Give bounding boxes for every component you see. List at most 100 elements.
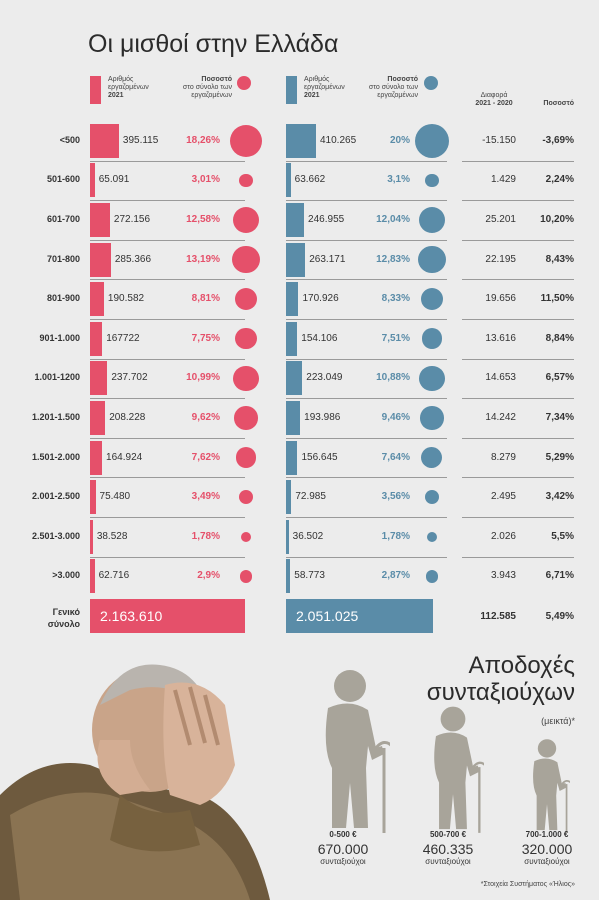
diff-value: 8.279 [490,451,516,463]
bar-2021 [90,203,110,237]
pension-range-1: 500-700 € [429,830,467,839]
share-dot-2020 [419,365,445,391]
diff-pct: 8,84% [545,332,574,344]
count-2020: 156.645 [301,451,338,463]
diff-pct: 10,20% [540,214,574,225]
bar-2020 [286,480,292,515]
share-dot-2020 [421,288,443,311]
row-divider [90,437,245,439]
legend-swatch-2020 [286,76,297,104]
share-2020: 10,88% [376,372,410,384]
row-range-label: 1.201-1.500 [31,412,80,422]
row-range-label: >3.000 [52,570,80,581]
row-divider [462,437,574,439]
share-2020: 12,04% [376,214,410,225]
row-divider [286,239,447,241]
row-divider [90,239,245,241]
header-share-2021: Ποσοστό στο σύνολο των εργαζομένων [182,76,232,99]
bar-2021 [90,519,93,554]
diff-pct: 6,57% [545,372,574,384]
count-2020: 72.985 [295,491,326,503]
row-divider [462,200,574,202]
share-2020: 3,1% [387,174,410,186]
row-divider [90,160,245,162]
share-2020: 7,64% [381,451,410,463]
share-dot-2020 [421,447,443,469]
row-range-label: 801-900 [46,293,80,304]
bar-2020 [286,361,303,396]
share-2020: 7,51% [381,332,410,344]
share-2021: 3,49% [191,491,220,503]
row-divider [90,556,245,558]
row-divider [462,319,574,320]
bar-2021 [90,282,104,317]
bar-2021 [90,361,108,396]
count-2021: 62.716 [98,570,130,582]
row-divider [286,398,447,400]
row-range-label: 2.001-2.500 [31,491,80,502]
share-dot-2021 [239,569,253,583]
count-2020: 58.773 [294,570,325,582]
row-divider [462,477,574,479]
bar-2021 [90,123,119,158]
row-divider [90,279,245,281]
diff-pct: 5,29% [545,451,574,463]
diff-value: 19.656 [485,293,516,305]
diff-value: 14.242 [485,412,516,423]
row-divider [286,477,447,479]
diff-pct: 5,5% [551,530,574,542]
share-dot-2020 [425,173,439,188]
share-2021: 7,62% [191,451,220,463]
diff-value: 1.429 [490,174,516,186]
share-2020: 1,78% [381,530,410,542]
pensions-title: Αποδοχές συνταξιούχων [426,652,575,706]
bar-2020 [286,519,289,554]
share-dot-2020 [426,531,438,542]
count-2021: 75.480 [99,491,131,503]
legend-swatch-2021 [90,76,101,104]
diff-pct: 6,71% [545,570,574,582]
bar-2021 [90,401,106,435]
pension-range-2: 700-1.000 € [525,830,569,839]
count-2021: 395.115 [122,134,159,146]
share-dot-2021 [235,328,257,350]
share-2021: 1,78% [191,530,220,542]
bar-2020 [286,123,316,158]
row-divider [286,160,447,162]
row-divider [90,398,245,400]
row-divider [90,200,245,202]
bar-2020 [286,163,291,198]
share-dot-2020 [420,406,444,430]
row-divider [462,358,574,360]
bar-2020 [286,242,306,277]
row-divider [462,517,574,518]
share-2021: 12,58% [186,214,220,225]
pension-range-0: 0-500 € [329,830,357,839]
row-divider [286,437,447,439]
share-2020: 20% [389,134,410,146]
count-2021: 38.528 [96,530,128,542]
diff-pct: 8,43% [545,253,574,265]
share-dot-2020 [424,490,440,505]
header-diff-pct: Ποσοστό [543,100,574,107]
share-dot-2021 [234,287,258,311]
count-2020: 154.106 [301,332,338,344]
row-divider [462,556,574,558]
share-dot-2021 [234,406,258,430]
bar-2021 [90,480,96,515]
share-2020: 8,33% [381,293,410,305]
count-2020: 410.265 [320,134,357,146]
page-title: Οι μισθοί στην Ελλάδα [88,30,339,58]
share-2021: 10,99% [186,372,220,384]
row-divider [286,279,447,281]
row-divider [462,239,574,241]
share-dot-2021 [233,365,259,391]
share-dot-2020 [418,245,446,274]
total-value-2020: 2.051.025 [296,608,359,624]
share-dot-2020 [425,569,439,583]
share-2021: 3,01% [191,174,220,186]
diff-value: 14.653 [485,372,516,384]
share-2020: 3,56% [381,491,410,503]
diff-pct: 7,34% [545,412,574,423]
pension-value-1: 460.335 [422,841,474,857]
